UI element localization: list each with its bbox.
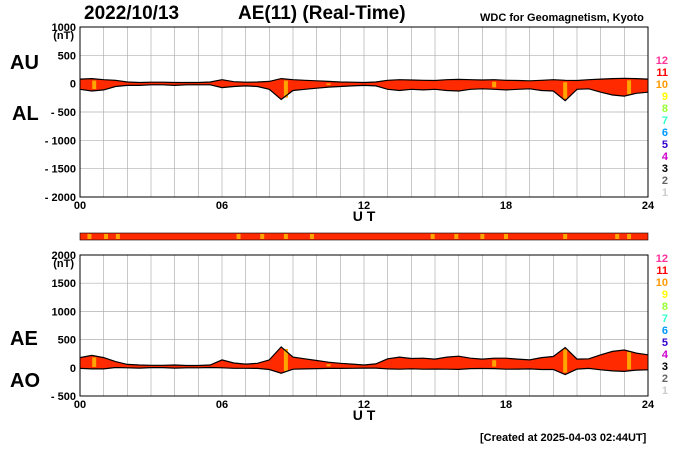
au-al-y-tick-label: - 500 bbox=[51, 107, 76, 119]
au-al-highlight-mark bbox=[92, 80, 97, 90]
au-al-band-fill bbox=[80, 78, 648, 101]
ae-ao-highlight-mark bbox=[627, 352, 632, 370]
availability-bar-mark bbox=[430, 234, 435, 239]
ae-ao-plot-frame bbox=[79, 254, 649, 397]
au-al-y-tick-label: 0 bbox=[70, 79, 76, 91]
availability-bar-mark bbox=[309, 234, 314, 239]
au-al-x-tick-label: 24 bbox=[642, 200, 655, 212]
ae-ao-series-ao bbox=[79, 366, 649, 376]
au-al-station-count-1: 1 bbox=[662, 187, 668, 199]
au-al-station-count-7: 7 bbox=[662, 115, 668, 127]
au-al-station-count-12: 12 bbox=[656, 55, 668, 67]
au-label: AU bbox=[10, 52, 39, 74]
au-al-station-count-4: 4 bbox=[662, 151, 669, 163]
availability-bar-mark bbox=[260, 234, 265, 239]
ae-ao-station-count-7: 7 bbox=[662, 313, 668, 325]
availability-bar bbox=[79, 232, 649, 241]
ae-label: AE bbox=[10, 328, 38, 350]
au-al-y-tick-label: - 1000 bbox=[45, 135, 76, 147]
ae-ao-y-tick-label: 500 bbox=[58, 335, 76, 347]
ae-ao-station-count-12: 12 bbox=[656, 253, 668, 265]
au-al-station-count-5: 5 bbox=[662, 139, 668, 151]
au-al-x-tick-label: 12 bbox=[358, 200, 370, 212]
au-al-highlight-mark bbox=[563, 82, 568, 99]
ae-ao-y-tick-label: - 500 bbox=[51, 391, 76, 403]
ae-ao-y-tick-label: 1000 bbox=[52, 306, 76, 318]
ae-ao-station-count-2: 2 bbox=[662, 373, 668, 385]
au-al-station-count-2: 2 bbox=[662, 175, 668, 187]
availability-bar-mark bbox=[236, 234, 241, 239]
au-al-y-tick-label: - 2000 bbox=[45, 192, 76, 204]
ae-ao-highlight-mark bbox=[326, 364, 331, 367]
ae-ao-y-tick-label: 2000 bbox=[52, 250, 76, 262]
ae-ao-x-tick-label: 24 bbox=[642, 399, 655, 411]
au-al-y-tick-label: 500 bbox=[58, 50, 76, 62]
ae-ao-x-tick-label: 00 bbox=[74, 399, 86, 411]
ae-ao-highlight-mark bbox=[563, 349, 568, 373]
availability-bar-mark bbox=[283, 234, 288, 239]
credit-text: WDC for Geomagnetism, Kyoto bbox=[480, 12, 644, 24]
au-al-highlight-mark bbox=[627, 80, 632, 95]
au-al-x-tick-label: 06 bbox=[216, 200, 228, 212]
ae-ao-x-tick-label: 12 bbox=[358, 399, 370, 411]
au-al-highlight-mark bbox=[492, 81, 497, 88]
au-al-y-tick-label: - 1500 bbox=[45, 164, 76, 176]
ae-ao-station-count-9: 9 bbox=[662, 289, 668, 301]
chart-title: AE(11) (Real-Time) bbox=[238, 3, 406, 24]
availability-bar-mark bbox=[627, 234, 632, 239]
ae-ao-highlight-mark bbox=[92, 357, 97, 367]
availability-bar-mark bbox=[504, 234, 508, 239]
ae-ao-x-tick-label: 18 bbox=[500, 399, 512, 411]
al-label: AL bbox=[12, 103, 39, 125]
availability-bar-mark bbox=[563, 234, 568, 239]
ae-ao-station-count-5: 5 bbox=[662, 337, 668, 349]
au-al-highlight-mark bbox=[326, 83, 331, 86]
chart-date: 2022/10/13 bbox=[84, 3, 180, 24]
ae-ao-highlight-mark bbox=[283, 348, 288, 372]
ae-ao-station-count-3: 3 bbox=[662, 361, 668, 373]
created-timestamp: [Created at 2025-04-03 02:44UT] bbox=[480, 432, 647, 444]
ae-ao-series-ae bbox=[79, 346, 649, 367]
au-al-station-count-3: 3 bbox=[662, 163, 668, 175]
availability-bar-mark bbox=[87, 234, 92, 239]
availability-bar-mark bbox=[615, 234, 620, 239]
ae-ao-x-tick-label: 06 bbox=[216, 399, 228, 411]
au-al-station-count-6: 6 bbox=[662, 127, 668, 139]
availability-bar-mark bbox=[115, 234, 120, 239]
ae-ao-x-axis-label: U T bbox=[353, 407, 376, 423]
ae-ao-highlight-mark bbox=[492, 360, 497, 367]
au-al-station-count-11: 11 bbox=[656, 67, 668, 79]
au-al-y-tick-label: 1000 bbox=[52, 22, 76, 34]
au-al-station-count-10: 10 bbox=[656, 79, 668, 91]
ae-ao-y-tick-label: 1500 bbox=[52, 278, 76, 290]
au-al-station-count-8: 8 bbox=[662, 103, 668, 115]
ae-ao-station-count-1: 1 bbox=[662, 385, 668, 397]
availability-bar-mark bbox=[104, 234, 109, 239]
ae-ao-y-unit: (nT) bbox=[53, 258, 74, 270]
au-al-x-tick-label: 00 bbox=[74, 200, 86, 212]
ae-ao-station-count-8: 8 bbox=[662, 301, 668, 313]
ae-ao-station-count-10: 10 bbox=[656, 277, 668, 289]
au-al-x-axis-label: U T bbox=[353, 208, 376, 224]
au-al-plot-frame bbox=[79, 26, 649, 198]
ao-label: AO bbox=[10, 370, 40, 392]
au-al-series-al bbox=[79, 84, 649, 102]
ae-ao-y-tick-label: 0 bbox=[70, 363, 76, 375]
au-al-highlight-mark bbox=[283, 80, 288, 98]
au-al-y-unit: (nT) bbox=[53, 30, 74, 42]
ae-ao-station-count-6: 6 bbox=[662, 325, 668, 337]
ae-ao-station-count-11: 11 bbox=[656, 265, 668, 277]
au-al-x-tick-label: 18 bbox=[500, 200, 512, 212]
au-al-series-au bbox=[79, 77, 649, 84]
ae-ao-station-count-4: 4 bbox=[662, 349, 669, 361]
au-al-station-count-9: 9 bbox=[662, 91, 668, 103]
availability-bar-mark bbox=[454, 234, 459, 239]
availability-bar-mark bbox=[480, 234, 485, 239]
